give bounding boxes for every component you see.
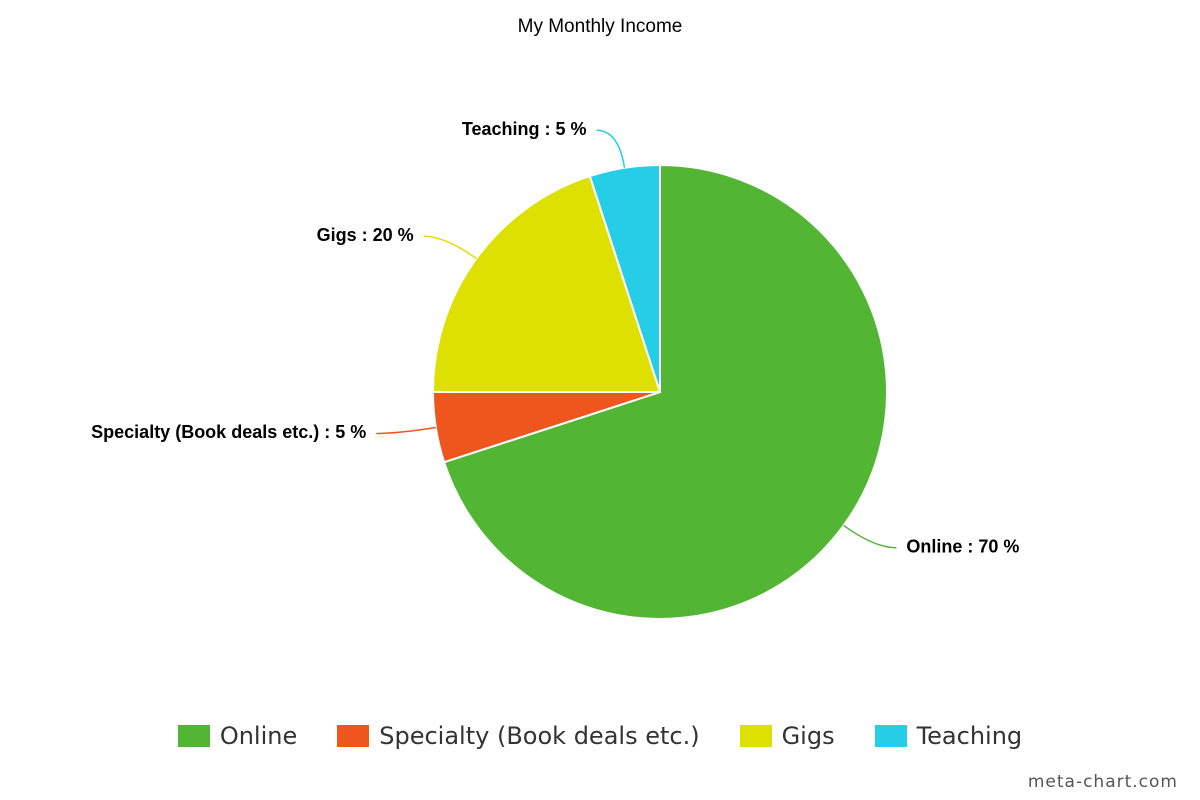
legend-item[interactable]: Gigs bbox=[739, 722, 835, 750]
legend-label: Gigs bbox=[781, 722, 835, 750]
legend-label: Teaching bbox=[916, 722, 1023, 750]
legend-swatch bbox=[337, 725, 370, 747]
data-label: Specialty (Book deals etc.) : 5 % bbox=[91, 422, 366, 442]
leader-line bbox=[423, 235, 477, 260]
legend-item[interactable]: Online bbox=[177, 722, 298, 750]
legend-label: Online bbox=[219, 722, 298, 750]
leader-line bbox=[376, 426, 436, 435]
chart-title: My Monthly Income bbox=[518, 16, 683, 37]
legend-item[interactable]: Specialty (Book deals etc.) bbox=[337, 722, 700, 750]
legend-swatch bbox=[874, 725, 907, 747]
pie-slice bbox=[431, 174, 662, 393]
leader-line bbox=[843, 524, 897, 549]
data-label: Teaching : 5 % bbox=[462, 119, 587, 139]
leader-line bbox=[596, 129, 626, 168]
data-label: Gigs : 20 % bbox=[317, 225, 414, 245]
credit: meta-chart.com bbox=[1027, 772, 1178, 792]
pie-slice bbox=[442, 163, 888, 620]
legend-label: Specialty (Book deals etc.) bbox=[379, 722, 700, 750]
legend: Online Specialty (Book deals etc.) Gigs Tea… bbox=[0, 722, 1200, 750]
legend-swatch bbox=[739, 725, 772, 747]
legend-swatch bbox=[177, 725, 210, 747]
legend-item[interactable]: Teaching bbox=[874, 722, 1023, 750]
data-label: Online : 70 % bbox=[906, 537, 1019, 557]
